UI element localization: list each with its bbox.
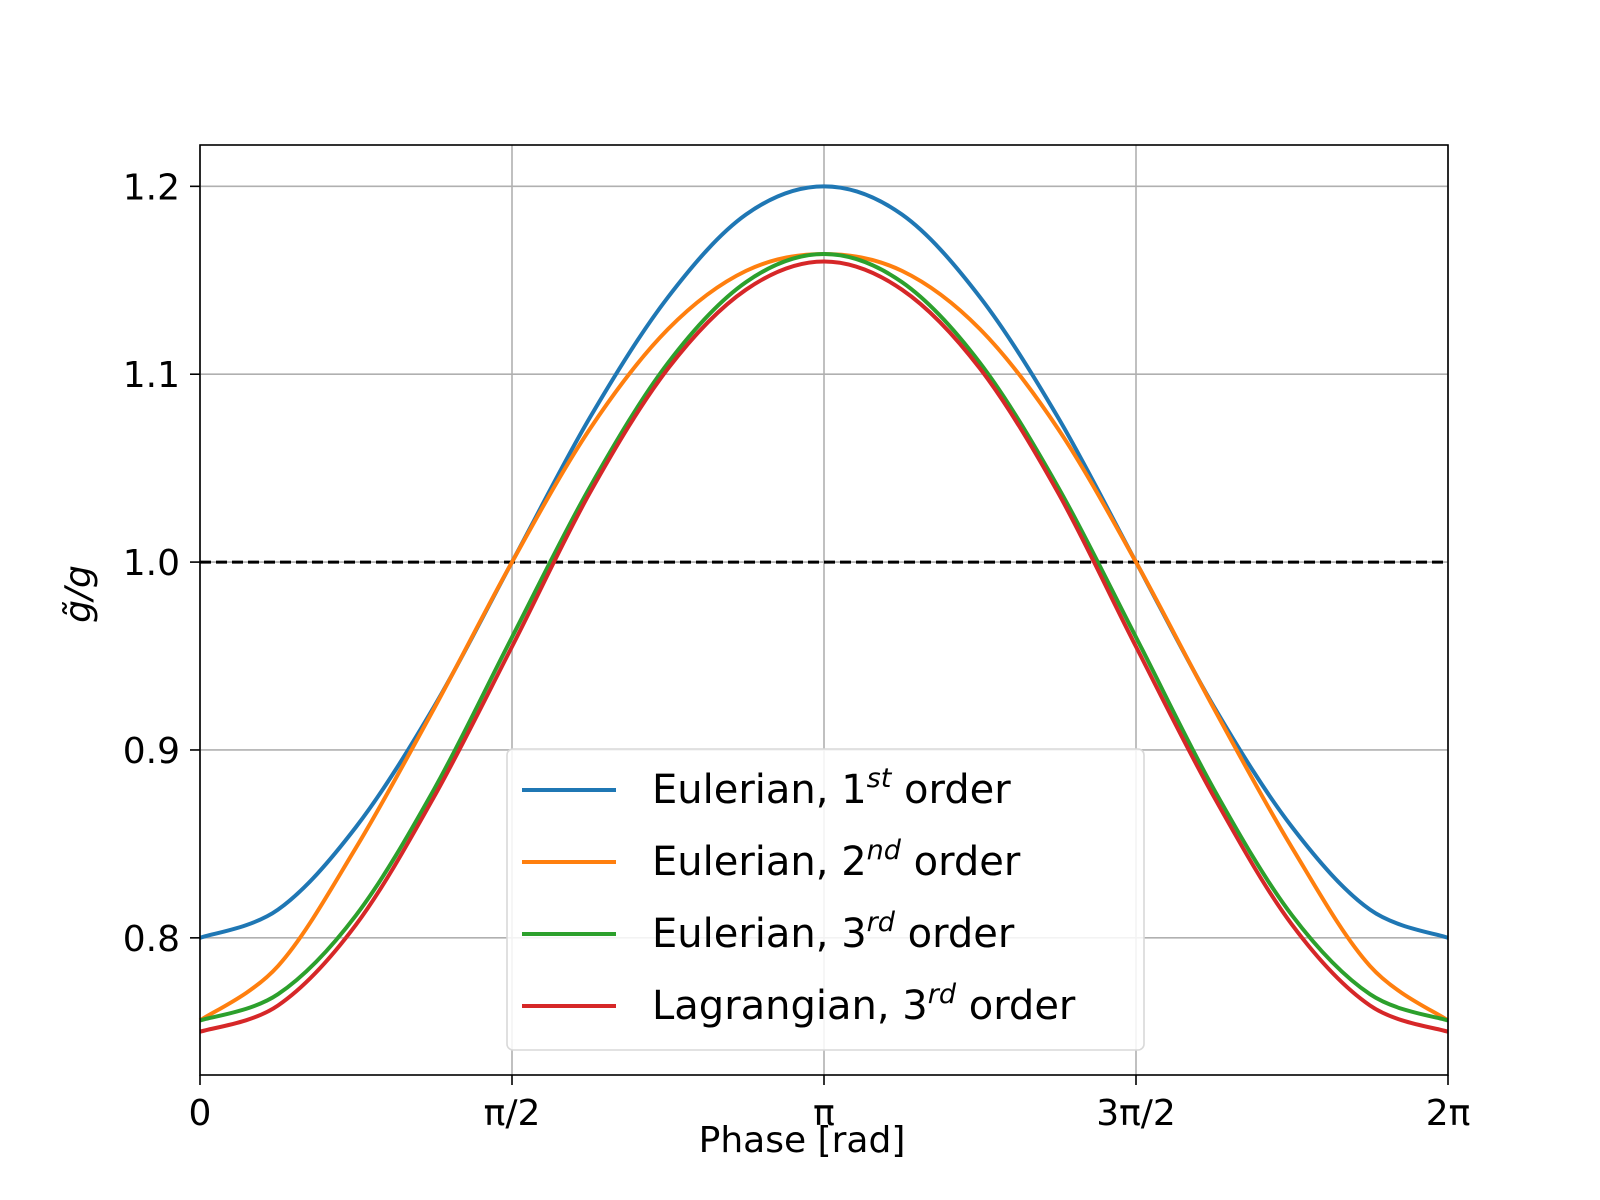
legend-box bbox=[506, 748, 1145, 1051]
y-tick-label: 1.2 bbox=[123, 167, 180, 208]
x-tick-label: 2π bbox=[1426, 1093, 1471, 1134]
legend-label-text: Eulerian, 2 bbox=[652, 839, 867, 885]
legend-label-suffix: order bbox=[895, 911, 1015, 957]
axes: 0 π/2 π 3π/2 2π 0.8 0.9 1.0 1.1 1.2 bbox=[123, 144, 1471, 1134]
legend-label-text: Lagrangian, 3 bbox=[652, 983, 928, 1029]
legend-label-suffix: order bbox=[891, 767, 1011, 813]
y-axis-label: g̃/g bbox=[58, 565, 99, 623]
legend-label-suffix: order bbox=[956, 983, 1076, 1029]
legend-label: Eulerian, 3rd order bbox=[652, 907, 1015, 957]
x-tick-label: π bbox=[813, 1093, 835, 1134]
x-tick-label: π/2 bbox=[484, 1093, 541, 1134]
plot-frame bbox=[199, 144, 1449, 1076]
legend-label: Eulerian, 1st order bbox=[652, 763, 1011, 813]
legend-label-text: Eulerian, 3 bbox=[652, 911, 867, 957]
series-line-2 bbox=[199, 251, 1449, 1023]
legend-label-superscript: nd bbox=[867, 835, 902, 866]
legend-label: Eulerian, 2nd order bbox=[652, 835, 1021, 885]
y-tick-label: 1.0 bbox=[123, 543, 180, 584]
series-line-3 bbox=[199, 259, 1449, 1034]
y-tick-label: 0.8 bbox=[123, 919, 180, 960]
x-axis-label: Phase [rad] bbox=[699, 1120, 906, 1161]
legend-label-superscript: rd bbox=[928, 979, 957, 1010]
y-tick-label: 1.1 bbox=[123, 355, 180, 396]
series-lines bbox=[198, 184, 1450, 1034]
x-tick-label: 3π/2 bbox=[1096, 1093, 1176, 1134]
legend-label-superscript: rd bbox=[867, 907, 896, 938]
legend-label-text: Eulerian, 1 bbox=[652, 767, 867, 813]
x-tick-label: 0 bbox=[189, 1093, 212, 1134]
y-tick-label: 0.9 bbox=[123, 731, 180, 772]
legend-label-superscript: st bbox=[867, 763, 893, 794]
legend-label-suffix: order bbox=[901, 839, 1021, 885]
legend-label: Lagrangian, 3rd order bbox=[652, 979, 1076, 1029]
